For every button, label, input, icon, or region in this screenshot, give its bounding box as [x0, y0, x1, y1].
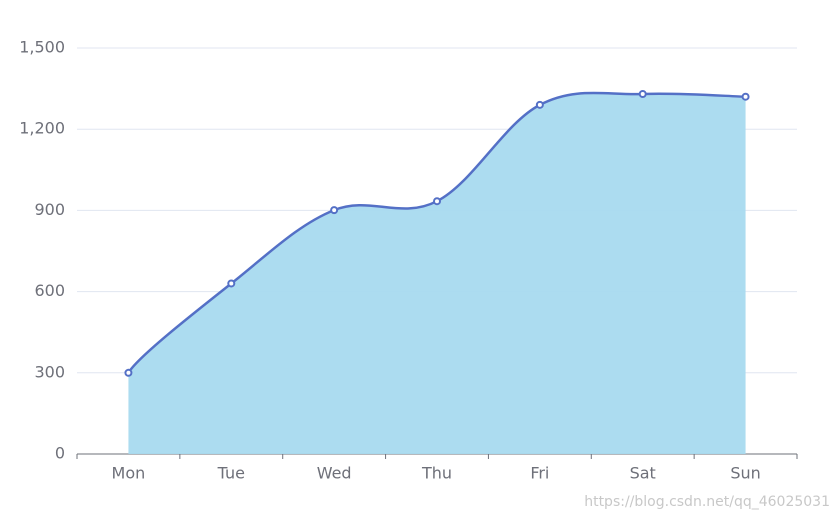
point: [227, 279, 236, 288]
point: [433, 197, 441, 206]
y-tick-label: 1,500: [19, 38, 65, 57]
point: [124, 368, 133, 377]
point: [330, 206, 339, 215]
x-tick-label: Sat: [630, 464, 656, 483]
watermark: https://blog.csdn.net/qq_46025031: [584, 494, 830, 510]
point: [535, 100, 544, 109]
point: [741, 92, 750, 101]
x-tick-label: Sun: [730, 464, 760, 483]
point: [638, 90, 647, 99]
y-tick-label: 900: [34, 200, 65, 219]
y-tick-label: 0: [55, 444, 65, 463]
y-tick-label: 300: [34, 362, 65, 381]
x-tick-label: Mon: [112, 464, 146, 483]
y-tick-label: 600: [34, 281, 65, 300]
x-tick-label: Thu: [421, 464, 452, 483]
x-tick-label: Fri: [530, 464, 549, 483]
area: [128, 92, 746, 454]
x-tick-label: Tue: [217, 464, 245, 483]
x-tick-label: Wed: [317, 464, 352, 483]
y-tick-label: 1,200: [19, 119, 65, 138]
